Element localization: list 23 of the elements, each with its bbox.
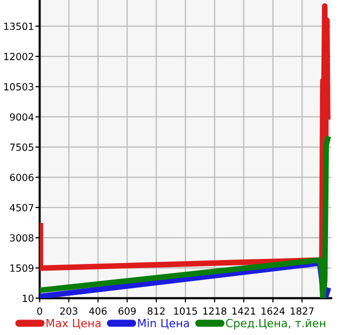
y-tick-label: 6006 xyxy=(10,174,34,182)
x-tick-label: 406 xyxy=(89,307,107,315)
y-tick-label: 7505 xyxy=(10,144,34,151)
x-tick-label: 1827 xyxy=(290,307,314,315)
y-tick-label: 9004 xyxy=(10,113,34,121)
y-tick-label: 10503 xyxy=(4,83,34,90)
x-tick-label: 609 xyxy=(118,307,136,315)
y-tick-label: 12002 xyxy=(4,52,34,60)
legend-label: Сред.Цена, т.йен xyxy=(226,318,326,330)
legend-label: Min Цена xyxy=(138,318,189,329)
y-tick-label: 10 xyxy=(22,294,34,302)
x-tick-label: 812 xyxy=(148,307,165,315)
x-tick-label: 203 xyxy=(60,307,78,315)
y-tick-label: 3008 xyxy=(10,234,34,242)
y-tick-label: 13501 xyxy=(4,22,34,30)
x-tick-label: 1421 xyxy=(232,307,256,315)
legend-label: Max Цена xyxy=(46,319,101,329)
y-tick-label: 1509 xyxy=(10,264,34,272)
x-tick-label: 1624 xyxy=(262,307,285,315)
x-tick-label: 0 xyxy=(37,307,42,315)
y-tick-label: 4507 xyxy=(10,204,34,212)
x-tick-label: 1218 xyxy=(203,307,226,315)
x-tick-label: 1015 xyxy=(174,307,197,315)
